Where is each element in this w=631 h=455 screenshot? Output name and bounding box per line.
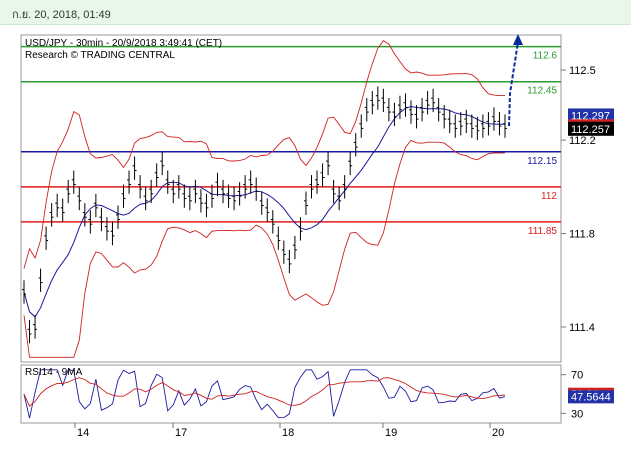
level-label: 112.15 (527, 156, 557, 167)
chart-subtitle: Research © TRADING CENTRAL (25, 50, 175, 61)
rsi-badge (568, 390, 614, 404)
x-tick-label: 20 (492, 427, 504, 439)
price-badge (568, 108, 614, 123)
timestamp-label: ก.ย. 20, 2018, 01:49 (12, 9, 111, 21)
x-tick-label: 17 (175, 427, 187, 439)
rsi-plot-frame (20, 364, 562, 424)
projection-arrow (508, 41, 519, 127)
x-tick-label: 14 (77, 427, 89, 439)
y-tick-label: 112.5 (569, 65, 596, 77)
rsi-y-tick-label: 30 (571, 408, 583, 420)
rsi-chart-layer: 1417181920703050.3147.5644 (23, 369, 614, 439)
rsi-badge-label: 47.5644 (571, 391, 611, 403)
top-bar: ก.ย. 20, 2018, 01:49 (0, 0, 631, 25)
x-tick-label: 19 (385, 427, 397, 439)
rsi-y-tick-label: 70 (571, 370, 583, 382)
price-chart: 112.5 112.2 111.8 111.4 112.6 112.45 112.15 112… (20, 34, 614, 439)
level-label: 112.45 (527, 86, 557, 97)
lower-band-line (23, 139, 505, 358)
y-tick-label: 111.8 (569, 229, 595, 241)
main-chart-layer: 112.5 112.2 111.8 111.4 112.6 112.45 112.15 112… (21, 34, 614, 358)
rsi-line (23, 369, 506, 419)
y-tick-label: 111.4 (569, 322, 595, 334)
chart-panel: 112.5 112.2 111.8 111.4 112.6 112.45 112.15 112… (0, 25, 631, 450)
x-tick-label: 18 (282, 427, 294, 439)
chart-title: USD/JPY - 30min - 20/9/2018 3:49:41 (CET… (25, 38, 222, 49)
price-badge (568, 121, 614, 136)
level-label: 112.6 (533, 51, 558, 62)
price-badge-label: 112.257 (571, 124, 610, 136)
moving-average-line (23, 106, 505, 318)
level-label: 111.85 (528, 226, 558, 237)
rsi-title: RSI14 - 9MA (25, 367, 83, 378)
rsi-ma-line (23, 377, 506, 407)
y-tick-label: 112.2 (569, 135, 596, 147)
projection-arrowhead (513, 34, 523, 45)
upper-band-line (23, 39, 505, 269)
main-plot-frame (20, 34, 562, 363)
level-label: 112 (541, 191, 557, 202)
